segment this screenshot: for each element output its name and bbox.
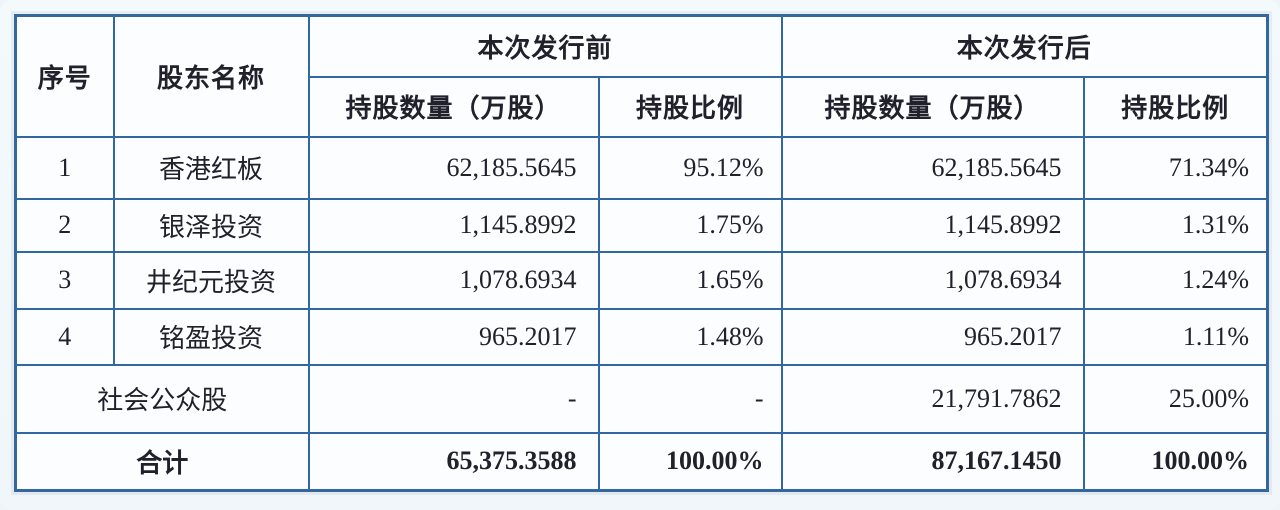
cell-shareholder-name: 铭盈投资: [112, 307, 310, 366]
table-row-shareholder-1: 1 香港红板 62,185.5645 95.12% 62,185.5645 71…: [14, 135, 1269, 200]
cell-pct-after: 25.00%: [1082, 363, 1269, 434]
cell-no: 4: [14, 307, 115, 366]
table-row-shareholder-4: 4 铭盈投资 965.2017 1.48% 965.2017 1.11%: [14, 307, 1269, 366]
cell-qty-after: 1,078.6934: [780, 250, 1085, 310]
cell-pct-after: 1.11%: [1082, 307, 1269, 366]
cell-pct-after: 1.24%: [1082, 250, 1269, 310]
header-col-no: 序号: [14, 14, 115, 138]
cell-public-shares-label: 社会公众股: [14, 363, 310, 434]
header-qty-before: 持股数量（万股）: [307, 75, 600, 138]
cell-qty-after: 62,185.5645: [780, 135, 1085, 200]
cell-qty-before: -: [307, 363, 600, 434]
cell-qty-after: 21,791.7862: [780, 363, 1085, 434]
cell-shareholder-name: 香港红板: [112, 135, 310, 200]
cell-qty-before: 1,145.8992: [307, 197, 600, 253]
cell-qty-after: 87,167.1450: [780, 431, 1085, 492]
cell-pct-after: 71.34%: [1082, 135, 1269, 200]
header-row-groups: 序号 股东名称 本次发行前 本次发行后: [14, 14, 1269, 138]
cell-shareholder-name: 井纪元投资: [112, 250, 310, 310]
header-group-after-offering: 本次发行后: [780, 14, 1269, 78]
cell-no: 2: [14, 197, 115, 253]
cell-pct-before: -: [597, 363, 783, 434]
cell-qty-before: 62,185.5645: [307, 135, 600, 200]
cell-pct-before: 95.12%: [597, 135, 783, 200]
cell-qty-before: 1,078.6934: [307, 250, 600, 310]
table-row-total: 合计 65,375.3588 100.00% 87,167.1450 100.0…: [14, 431, 1269, 492]
cell-no: 1: [14, 135, 115, 200]
header-group-before-offering: 本次发行前: [307, 14, 783, 78]
cell-pct-before: 100.00%: [597, 431, 783, 492]
cell-pct-before: 1.48%: [597, 307, 783, 366]
cell-shareholder-name: 银泽投资: [112, 197, 310, 253]
table-row-shareholder-2: 2 银泽投资 1,145.8992 1.75% 1,145.8992 1.31%: [14, 197, 1269, 253]
cell-qty-after: 1,145.8992: [780, 197, 1085, 253]
cell-qty-after: 965.2017: [780, 307, 1085, 366]
header-pct-before: 持股比例: [597, 75, 783, 138]
shareholding-table: 序号 股东名称 本次发行前 本次发行后 持股数量（万股） 持股比例 持股数量（万…: [14, 14, 1270, 492]
cell-pct-after: 100.00%: [1082, 431, 1269, 492]
cell-pct-before: 1.75%: [597, 197, 783, 253]
table-row-public-shares: 社会公众股 - - 21,791.7862 25.00%: [14, 363, 1269, 434]
header-row-subcolumns: 持股数量（万股） 持股比例 持股数量（万股） 持股比例: [16, 75, 1269, 138]
cell-pct-before: 1.65%: [597, 250, 783, 310]
cell-total-label: 合计: [14, 431, 310, 492]
cell-no: 3: [14, 250, 115, 310]
cell-qty-before: 965.2017: [307, 307, 600, 366]
header-col-shareholder-name: 股东名称: [112, 14, 310, 138]
cell-pct-after: 1.31%: [1082, 197, 1269, 253]
cell-qty-before: 65,375.3588: [307, 431, 600, 492]
table-row-shareholder-3: 3 井纪元投资 1,078.6934 1.65% 1,078.6934 1.24…: [14, 250, 1269, 310]
header-pct-after: 持股比例: [1082, 75, 1269, 138]
header-qty-after: 持股数量（万股）: [780, 75, 1085, 138]
